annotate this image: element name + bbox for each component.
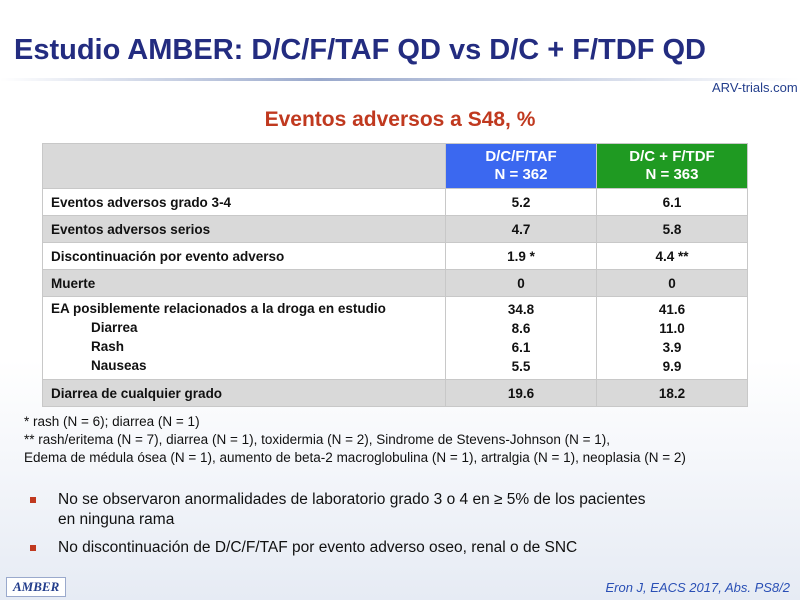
cell: 19.6: [445, 379, 597, 407]
bullet-text: en ninguna rama: [58, 511, 175, 528]
cell: 0: [596, 269, 748, 297]
cell: 4.4 **: [596, 242, 748, 270]
cell: 5.8: [596, 215, 748, 243]
header-text: N = 362: [494, 166, 548, 183]
cell-line: 5.5: [511, 359, 531, 374]
row: Eventos adversos serios 4.7 5.8: [42, 215, 748, 243]
cell: Discontinuación por evento adverso: [42, 242, 446, 270]
cell: 6.1: [596, 188, 748, 216]
bullet-marker: [30, 545, 36, 551]
footnote: Edema de médula ósea (N = 1), aumento de…: [24, 450, 686, 465]
row: Diarrea de cualquier grado 19.6 18.2: [42, 379, 748, 407]
header-text: D/C/F/TAF: [485, 148, 557, 165]
footnote: ** rash/eritema (N = 7), diarrea (N = 1)…: [24, 432, 610, 447]
header-cell: D/C/F/TAF N = 362: [445, 143, 597, 189]
cell-line: Diarrea: [91, 320, 138, 335]
row: Muerte 0 0: [42, 269, 748, 297]
study-tag: AMBER: [6, 577, 67, 597]
cell: 5.2: [445, 188, 597, 216]
table: D/C/F/TAF N = 362 D/C + F/TDF N = 363 Even…: [42, 143, 748, 407]
cell: Eventos adversos serios: [42, 215, 446, 243]
title-rule: [0, 78, 800, 81]
subtitle: Eventos adversos a S48, %: [264, 108, 536, 131]
row: Discontinuación por evento adverso 1.9 * 4…: [42, 242, 748, 270]
cell-line: 6.1: [511, 340, 531, 355]
cell-line: 3.9: [662, 340, 682, 355]
bullet-marker: [30, 497, 36, 503]
header-text: N = 363: [645, 166, 699, 183]
cell-line: 11.0: [659, 321, 685, 336]
cell: Muerte: [42, 269, 446, 297]
cell: 4.7: [445, 215, 597, 243]
bullet-text: No discontinuación de D/C/F/TAF por even…: [58, 539, 578, 556]
footnote: * rash (N = 6); diarrea (N = 1): [24, 414, 200, 429]
cell-line: 41.6: [658, 302, 686, 317]
reference: Eron J, EACS 2017, Abs. PS8/2: [605, 580, 790, 595]
cell-line: Rash: [91, 339, 125, 354]
cell: EA posiblemente relacionados a la droga …: [42, 296, 446, 380]
cell-line: Nauseas: [91, 358, 147, 373]
cell: 0: [445, 269, 597, 297]
cell: Diarrea de cualquier grado: [42, 379, 446, 407]
cell: 34.8 8.6 6.1 5.5: [445, 296, 597, 380]
cell: 18.2: [596, 379, 748, 407]
title: Estudio AMBER: D/C/F/TAF QD vs D/C + F/T…: [14, 34, 706, 66]
bullet-text: No se observaron anormalidades de labora…: [58, 491, 646, 508]
logo: ARV-trials.com: [712, 80, 798, 95]
row: Eventos adversos grado 3-4 5.2 6.1: [42, 188, 748, 216]
header-row: D/C/F/TAF N = 362 D/C + F/TDF N = 363: [42, 143, 748, 189]
cell-line: 8.6: [511, 321, 531, 336]
cell-line: 9.9: [662, 359, 682, 374]
header-cell: [42, 143, 446, 189]
cell-line: 34.8: [507, 302, 535, 317]
cell-line: EA posiblemente relacionados a la droga …: [51, 301, 386, 316]
cell: Eventos adversos grado 3-4: [42, 188, 446, 216]
header-text: D/C + F/TDF: [629, 148, 715, 165]
cell: 1.9 *: [445, 242, 597, 270]
cell: 41.6 11.0 3.9 9.9: [596, 296, 748, 380]
row: EA posiblemente relacionados a la droga …: [42, 296, 748, 380]
header-cell: D/C + F/TDF N = 363: [596, 143, 748, 189]
